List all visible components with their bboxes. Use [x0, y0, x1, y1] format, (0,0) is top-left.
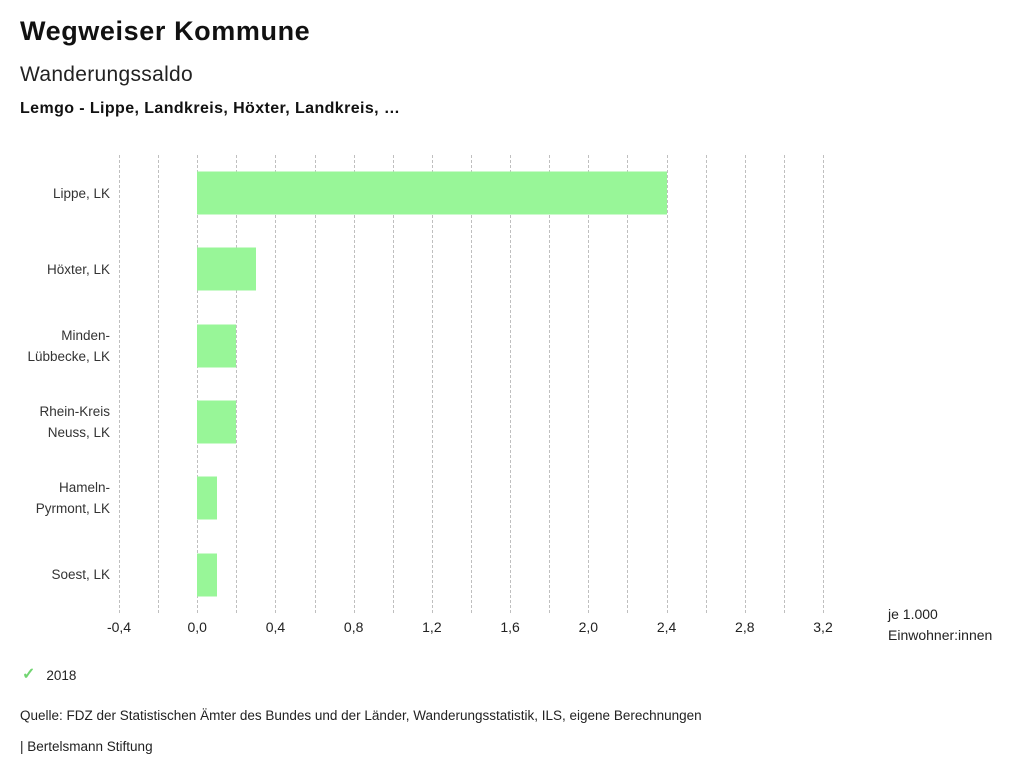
- gridline: [119, 155, 120, 613]
- category-label: Soest, LK: [51, 567, 110, 583]
- x-tick-label: 1,2: [422, 619, 442, 635]
- bar-Rhein-Kreis Neuss, LK[interactable]: [197, 400, 237, 444]
- x-tick-label: 2,8: [735, 619, 755, 635]
- x-tick-label: 2,0: [578, 619, 599, 635]
- bar-Lippe, LK[interactable]: [197, 171, 667, 215]
- chart-header: Wegweiser Kommune Wanderungssaldo Lemgo …: [20, 16, 400, 118]
- gridline: [471, 155, 472, 613]
- source-text: Quelle: FDZ der Statistischen Ämter des …: [20, 708, 702, 723]
- chart-row: Hameln- Pyrmont, LK: [0, 460, 1024, 536]
- row-plot-area: [119, 384, 823, 460]
- horizontal-bar-chart: Lippe, LK Höxter, LK Minden- Lübbecke, LK Rh…: [0, 155, 1024, 655]
- gridline: [392, 155, 394, 613]
- category-label: Minden- Lübbecke, LK: [27, 327, 110, 364]
- gridline: [627, 155, 629, 613]
- legend-item-2018[interactable]: ✓ 2018: [22, 667, 76, 683]
- x-tick-label: 0,4: [265, 619, 286, 635]
- x-tick-label: 0,8: [343, 619, 364, 635]
- gridline-layer: [119, 155, 824, 613]
- indicator-title: Wanderungssaldo: [20, 63, 193, 86]
- gridline: [744, 155, 746, 613]
- branding-text: | Bertelsmann Stiftung: [20, 739, 153, 754]
- gridline: [197, 155, 199, 613]
- category-label: Hameln- Pyrmont, LK: [35, 480, 110, 517]
- gridline: [353, 155, 355, 613]
- gridline: [823, 155, 824, 613]
- row-plot-area: [119, 231, 823, 307]
- gridline: [236, 155, 238, 613]
- x-tick-label: -0,4: [106, 619, 132, 635]
- gridline: [275, 155, 277, 613]
- row-plot-area: [119, 308, 823, 384]
- category-label: Lippe, LK: [52, 185, 110, 201]
- legend-label: 2018: [46, 667, 77, 683]
- gridline: [705, 155, 707, 613]
- comparison-subtitle: Lemgo - Lippe, Landkreis, Höxter, Landkr…: [20, 100, 401, 117]
- bar-Minden-Lübbecke, LK[interactable]: [197, 324, 237, 368]
- chart-row: Soest, LK: [0, 537, 1024, 613]
- gridline: [666, 155, 668, 613]
- chart-row: Lippe, LK: [0, 155, 1024, 231]
- x-tick-label: 0,0: [187, 619, 207, 635]
- axis-unit-line2: Einwohner:innen: [888, 627, 993, 643]
- bar-Hameln-Pyrmont, LK[interactable]: [197, 476, 217, 520]
- gridline: [158, 155, 160, 613]
- axis-unit-line1: je 1.000: [888, 606, 938, 622]
- x-tick-label: 3,2: [813, 619, 833, 635]
- chart-row: Minden- Lübbecke, LK: [0, 308, 1024, 384]
- gridline: [549, 155, 551, 613]
- gridline: [588, 155, 590, 613]
- category-label: Höxter, LK: [46, 261, 110, 277]
- bar-Höxter, LK[interactable]: [197, 247, 256, 291]
- app-title: Wegweiser Kommune: [20, 16, 311, 46]
- row-plot-area: [119, 460, 823, 536]
- check-icon: ✓: [22, 666, 36, 683]
- bar-rows: Lippe, LK Höxter, LK Minden- Lübbecke, LK Rh…: [0, 155, 1024, 613]
- row-plot-area: [119, 155, 823, 231]
- gridline: [431, 155, 433, 613]
- x-axis: -0,4 0,0 0,4 0,8 1,2 1,6 2,0 2,4 2,8 3,2: [107, 619, 833, 639]
- gridline: [314, 155, 316, 613]
- chart-row: Rhein-Kreis Neuss, LK: [0, 384, 1024, 460]
- x-tick-label: 1,6: [500, 619, 520, 635]
- bar-Soest, LK[interactable]: [197, 553, 217, 597]
- row-plot-area: [119, 537, 823, 613]
- gridline: [510, 155, 512, 613]
- chart-row: Höxter, LK: [0, 231, 1024, 307]
- category-label: Rhein-Kreis Neuss, LK: [39, 404, 110, 441]
- gridline: [783, 155, 785, 613]
- x-tick-label: 2,4: [656, 619, 677, 635]
- axis-unit-label: je 1.000 Einwohner:innen: [888, 604, 992, 646]
